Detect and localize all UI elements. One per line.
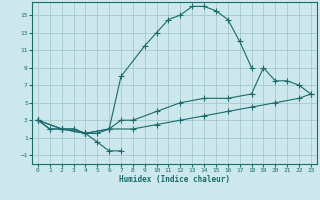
X-axis label: Humidex (Indice chaleur): Humidex (Indice chaleur) xyxy=(119,175,230,184)
